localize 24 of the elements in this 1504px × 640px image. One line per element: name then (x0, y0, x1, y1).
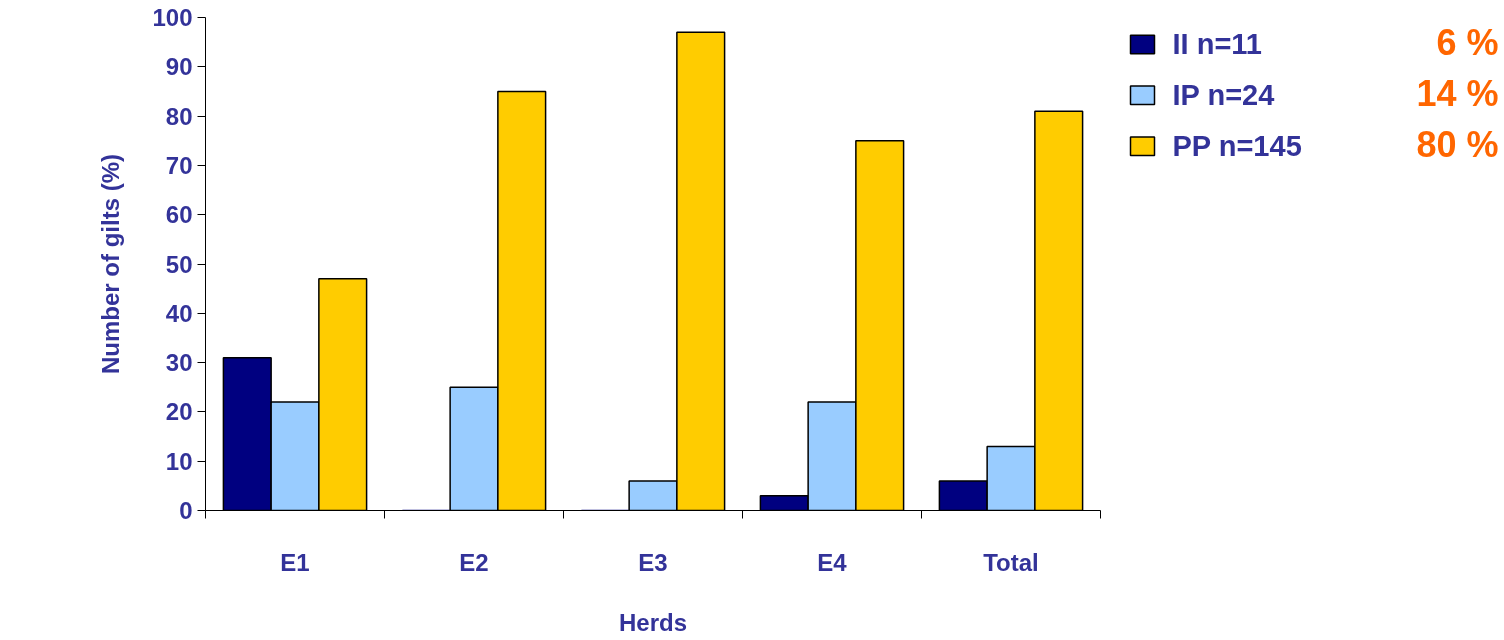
y-tick-label: 60 (165, 201, 193, 229)
y-tick-label: 10 (165, 447, 193, 475)
y-tick-label: 90 (165, 53, 193, 81)
text: 6 % (1436, 22, 1499, 64)
x-tick-label: Total (983, 548, 1039, 576)
y-tick-label: 20 (165, 398, 193, 426)
x-tick-label: E1 (280, 548, 310, 576)
y-tick-label: 0 (179, 497, 193, 524)
text: 14 % (1416, 73, 1499, 115)
legend-label: PP n=145 (1172, 130, 1302, 163)
x-tick-label: E3 (638, 548, 668, 576)
y-tick-label: 100 (152, 4, 193, 31)
y-axis-title: Number of gilts (%) (97, 154, 125, 374)
x-tick-label: E4 (817, 548, 848, 576)
y-tick-label: 80 (165, 102, 193, 130)
legend-label: II n=11 (1172, 28, 1262, 61)
y-tick-label: 70 (165, 151, 193, 179)
y-tick-label: 30 (165, 349, 193, 377)
x-tick-label: E2 (459, 548, 489, 576)
legend-label: IP n=24 (1172, 79, 1275, 112)
y-tick-label: 50 (165, 250, 193, 278)
x-axis-title: Herds (618, 608, 688, 636)
y-tick-label: 40 (165, 299, 193, 327)
text: 80 % (1416, 124, 1499, 166)
